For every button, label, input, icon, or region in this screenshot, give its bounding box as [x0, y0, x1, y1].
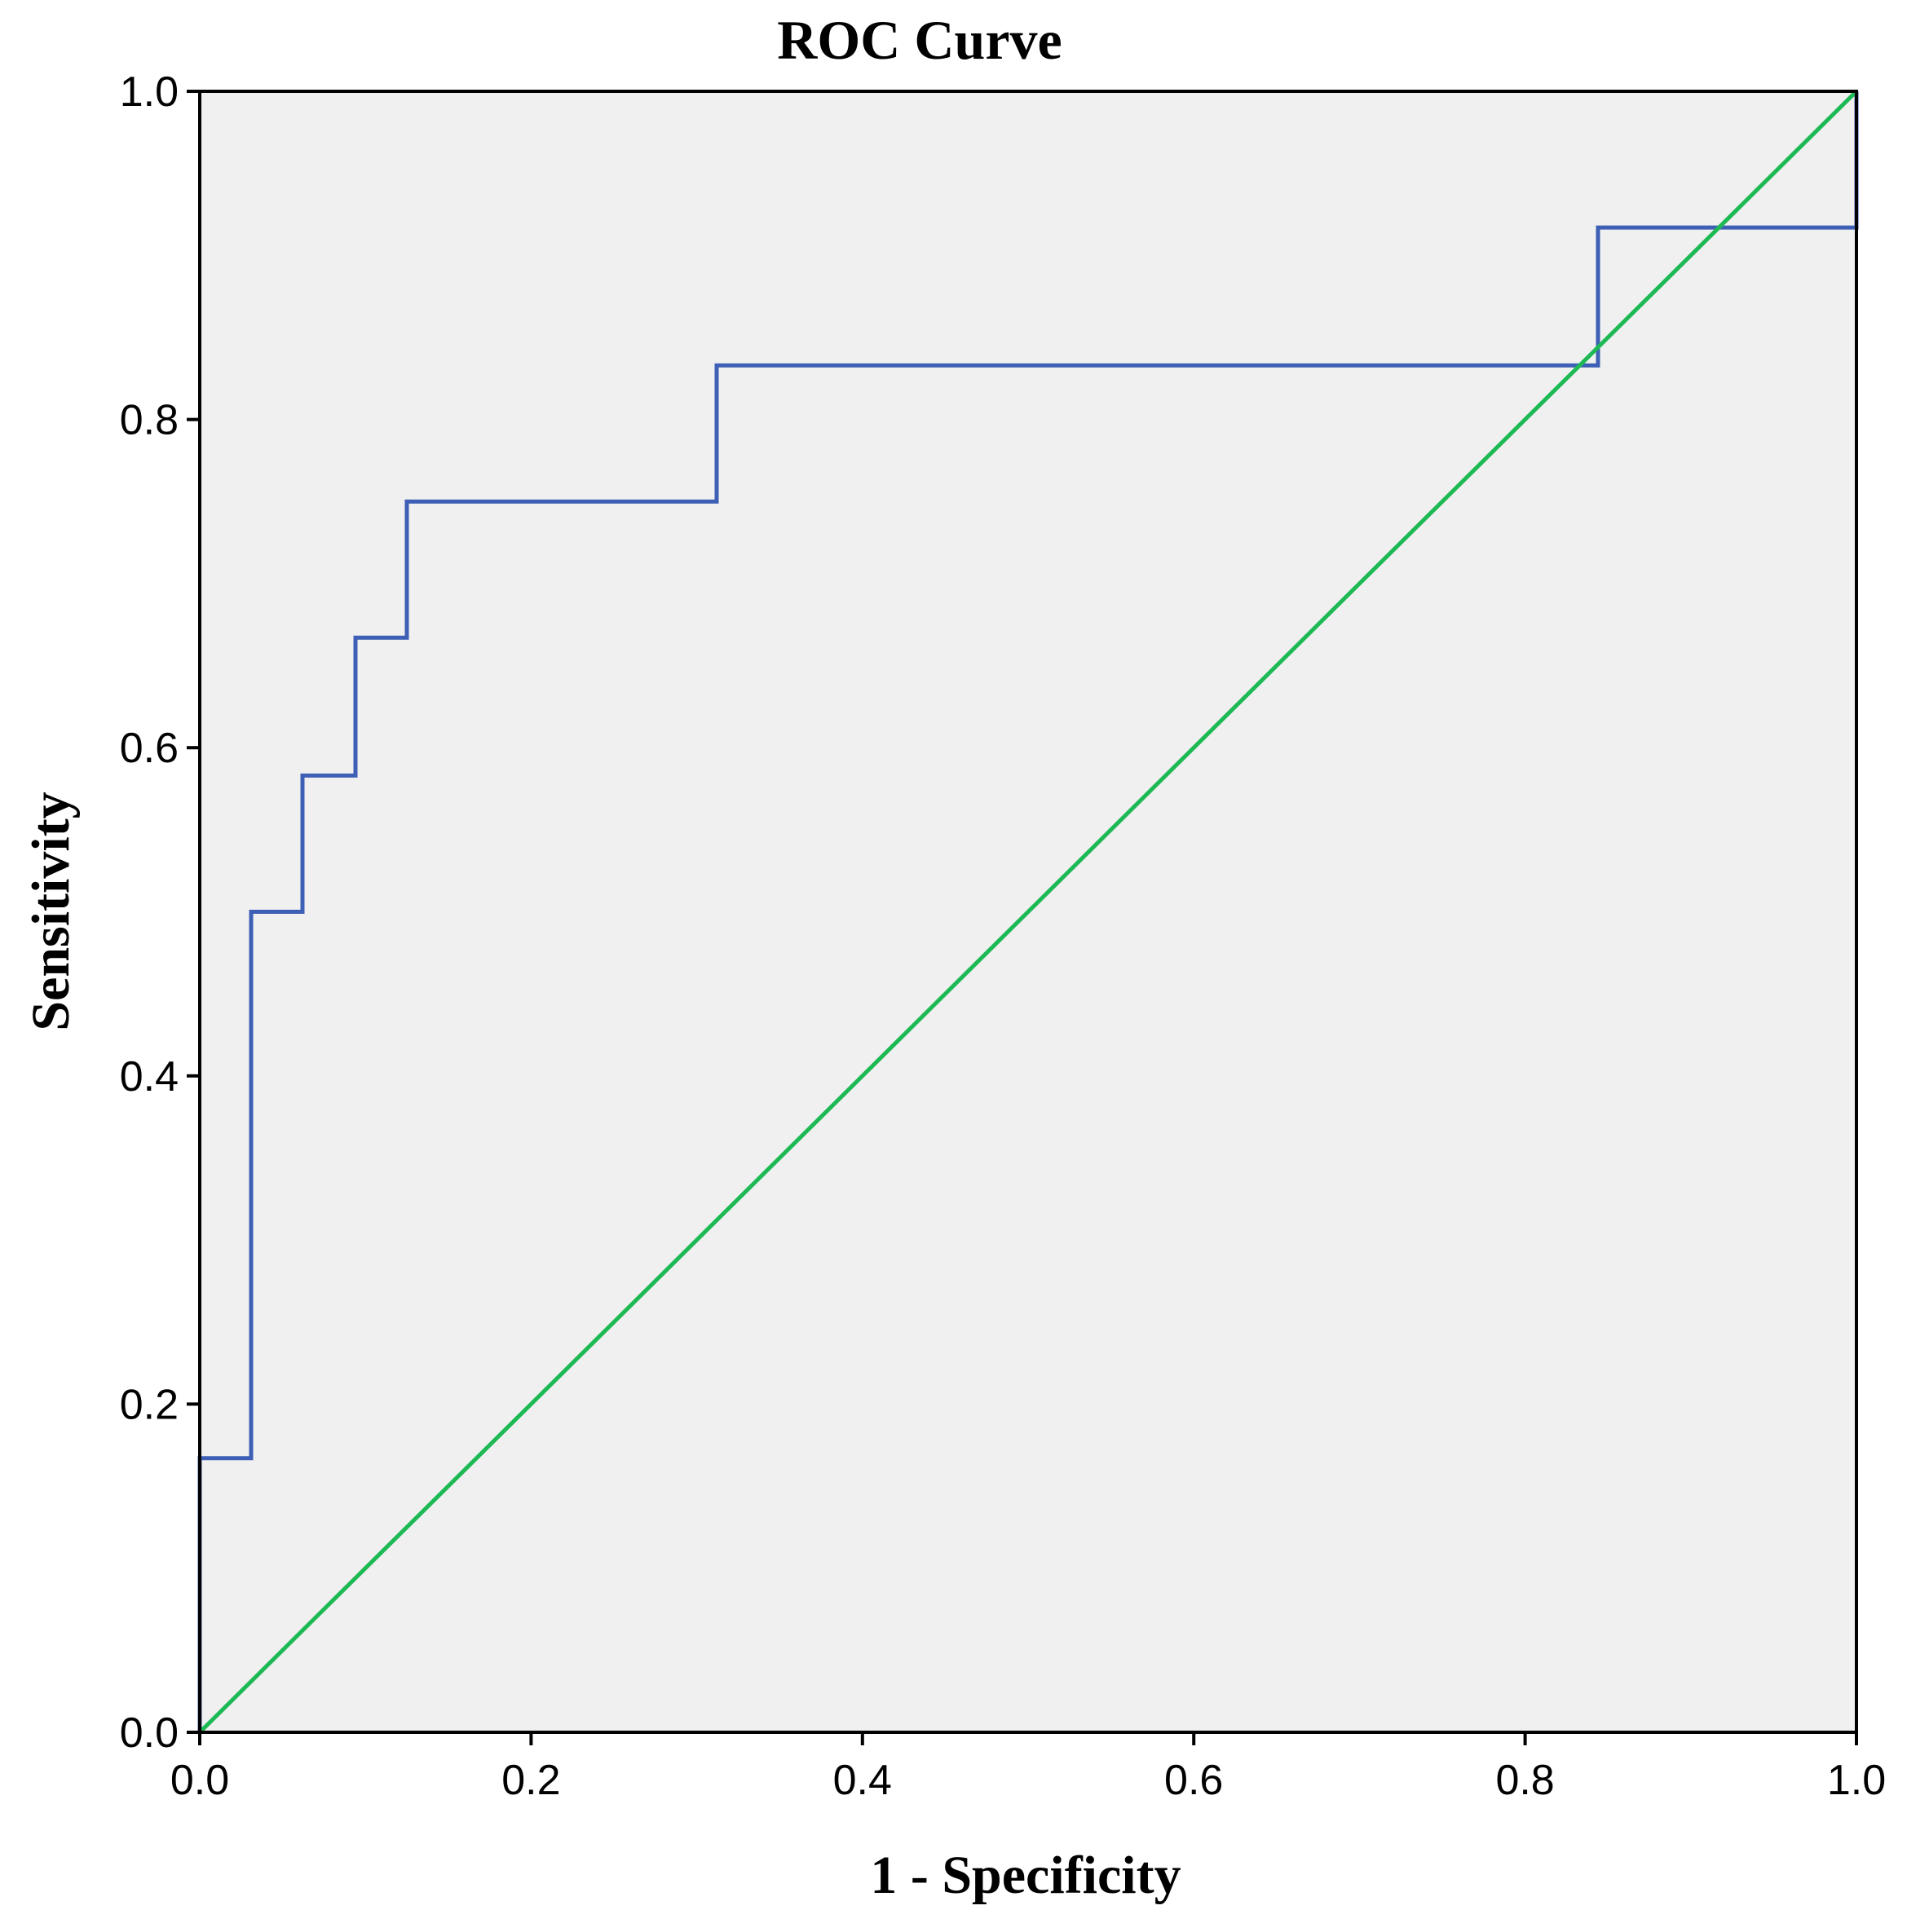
reference-diagonal-line [198, 90, 1858, 1734]
y-tick-label: 0.6 [120, 725, 179, 772]
plot-frame [198, 90, 1858, 1734]
y-tick-label: 1.0 [120, 68, 179, 116]
y-tick-label: 0.0 [120, 1709, 179, 1757]
x-axis-title: 1 - Specificity [870, 1846, 1181, 1905]
y-axis-title: Sensitivity [21, 792, 81, 1030]
y-tick-label: 0.2 [120, 1381, 179, 1428]
series-layer [197, 90, 1859, 1734]
x-axis: 0.0 0.2 0.4 0.6 0.8 1.0 [170, 1732, 1886, 1804]
roc-curve-line [197, 91, 1859, 1732]
y-axis: 0.0 0.2 0.4 0.6 0.8 1.0 [120, 68, 200, 1757]
x-tick-label: 0.4 [833, 1757, 892, 1804]
chart-title: ROC Curve [777, 9, 1062, 71]
x-tick-label: 0.0 [170, 1757, 229, 1804]
x-tick-label: 1.0 [1827, 1757, 1886, 1804]
y-tick-label: 0.8 [120, 397, 179, 444]
x-tick-label: 0.2 [501, 1757, 560, 1804]
x-tick-label: 0.8 [1495, 1757, 1554, 1804]
x-tick-label: 0.6 [1164, 1757, 1223, 1804]
y-tick-label: 0.4 [120, 1053, 179, 1101]
